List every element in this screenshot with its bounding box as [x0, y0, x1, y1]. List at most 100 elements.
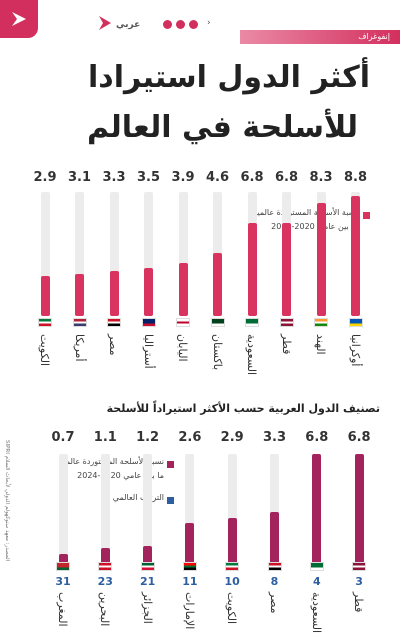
chart2-category-label: الجزائر — [140, 592, 154, 624]
chart2-bar — [185, 523, 195, 566]
chart2-value-label: 0.7 — [51, 430, 75, 445]
chart1-legend-line1: نسبة الأسلحة المستوردة عالميا — [255, 208, 358, 217]
chart1-bar — [213, 253, 222, 316]
twitter-icon[interactable] — [176, 20, 185, 29]
chart2-title: تصنيف الدول العربية حسب الأكثر استيراداً… — [106, 402, 380, 415]
chart2-rank-label: 4 — [312, 575, 321, 588]
source-credit-text: SIPRI المصدر: معهد ستوكهولم الدولي لأبحا… — [4, 440, 10, 562]
chart1-flag-icon — [38, 318, 52, 327]
chart2-value-label: 1.1 — [93, 430, 117, 445]
chart1-flag-icon — [279, 318, 294, 327]
chart1-value-label: 3.3 — [102, 170, 126, 185]
section-arrow-icon: › — [207, 18, 211, 28]
chart2-rank-label: 8 — [270, 575, 279, 588]
chart1-value-label: 8.3 — [309, 170, 333, 185]
facebook-icon[interactable] — [163, 20, 172, 29]
chart1-bar — [75, 274, 84, 316]
chart1-legend-swatch — [363, 212, 370, 219]
chart2-value-label: 2.9 — [220, 430, 244, 445]
chart2-rank-label: 3 — [355, 575, 363, 588]
chart1-flag-icon — [314, 318, 328, 327]
chart2-category-label: قطر — [352, 592, 366, 613]
chart2-category-label: المغرب — [56, 592, 69, 627]
chart2-value-label: 3.3 — [262, 430, 287, 445]
chart1-flag-icon — [348, 318, 363, 327]
chart2-rank-label: 23 — [97, 575, 113, 588]
chart2-bar — [227, 518, 237, 566]
chart2-legend-share-line1: نسبة الأسلحة المستوردة عالميا — [61, 457, 164, 466]
chart1-category-label: قطر — [279, 334, 293, 355]
chart1-category-label: أمريكا — [72, 334, 86, 362]
chart2-bar-track — [100, 454, 110, 566]
chart2-bar-track — [58, 454, 68, 566]
chart1-flag-icon — [176, 318, 190, 327]
chart1-bar — [247, 223, 257, 316]
section-label: إنفوغراف — [358, 32, 390, 41]
chart2-legend-rank-swatch — [167, 497, 174, 504]
chart2-category-label: البحرين — [98, 592, 112, 627]
chart1-category-label: الكويت — [38, 334, 51, 367]
chart1-value-label: 3.9 — [171, 170, 195, 185]
brand-logo[interactable] — [96, 14, 114, 36]
chart1-category-label: باكستان — [210, 334, 224, 371]
chart1-flag-icon — [141, 318, 156, 327]
chart1-value-label: 4.6 — [205, 170, 230, 185]
chart2-flag-icon — [182, 562, 197, 571]
chart1-value-label: 8.8 — [343, 170, 368, 185]
chart2-legend-rank-text: الترتيب العالمي — [112, 493, 164, 502]
chart1-bar — [144, 268, 153, 316]
brand-name: عربي — [116, 20, 141, 30]
chart2-bar-track — [227, 454, 237, 566]
chart2-value-label: 2.6 — [178, 430, 202, 445]
chart2-bar-track — [143, 454, 153, 566]
chart1-bar — [40, 276, 50, 316]
chart2-flag-icon — [98, 562, 113, 571]
arrow-logo-icon — [12, 12, 26, 26]
section-banner: إنفوغراف — [240, 30, 400, 44]
corner-badge — [0, 0, 38, 38]
chart1-bar-track — [178, 192, 188, 316]
chart2-flag-icon — [140, 562, 155, 571]
chart2-flag-icon — [56, 562, 70, 571]
chart1-title-line2: للأسلحة في العالم — [86, 110, 358, 145]
chart1-category-label: مصر — [107, 334, 120, 356]
chart1-flag-icon — [107, 318, 121, 327]
chart2-legend-share-swatch — [167, 461, 174, 468]
chart1-flag-icon — [210, 318, 225, 327]
chart2-bar — [312, 454, 322, 566]
chart1-bar-track — [109, 192, 119, 316]
chart1-bar — [351, 196, 360, 316]
chart1-flag-icon — [245, 318, 259, 327]
chart2-bar — [58, 554, 68, 566]
chart1-bar — [282, 223, 291, 316]
chart1-bar-track — [40, 192, 50, 316]
chart1-category-label: أستراليا — [141, 334, 155, 369]
youtube-icon[interactable] — [189, 20, 198, 29]
chart2-flag-icon — [267, 562, 282, 571]
brand-arrow-icon — [99, 16, 111, 30]
chart1-category-label: الهند — [314, 334, 327, 355]
chart1-flag-icon — [72, 318, 87, 327]
chart2-flag-icon — [309, 562, 324, 571]
chart1-bar — [178, 263, 188, 316]
chart2-bar-track — [185, 454, 195, 566]
chart1-value-label: 6.8 — [274, 170, 299, 185]
chart1-category-label: أوكرانيا — [348, 334, 362, 367]
chart2-value-label: 1.2 — [136, 430, 160, 445]
chart2-bar-track — [270, 454, 279, 566]
chart2-bar — [270, 512, 279, 566]
chart1-bar — [316, 203, 326, 316]
chart1-bar-track — [75, 192, 84, 316]
chart2-category-label: الكويت — [225, 592, 239, 625]
chart2-category-label: مصر — [267, 592, 281, 614]
source-credit: SIPRI المصدر: معهد ستوكهولم الدولي لأبحا… — [2, 440, 12, 630]
chart1-value-label: 3.1 — [67, 170, 92, 185]
chart1-bar-track — [144, 192, 153, 316]
chart1-value-label: 3.5 — [136, 170, 161, 185]
chart1-legend-text: نسبة الأسلحة المستوردة عالميا ما بين عام… — [208, 206, 358, 234]
chart2-bar — [143, 546, 153, 566]
chart1-category-label: السعودية — [245, 334, 258, 376]
chart2-legend-share-line2: ما بين عامي 2020-2024 — [77, 471, 164, 480]
chart1-title-line1: أكثر الدول استيرادا — [88, 60, 370, 95]
chart1-value-label: 2.9 — [33, 170, 57, 185]
